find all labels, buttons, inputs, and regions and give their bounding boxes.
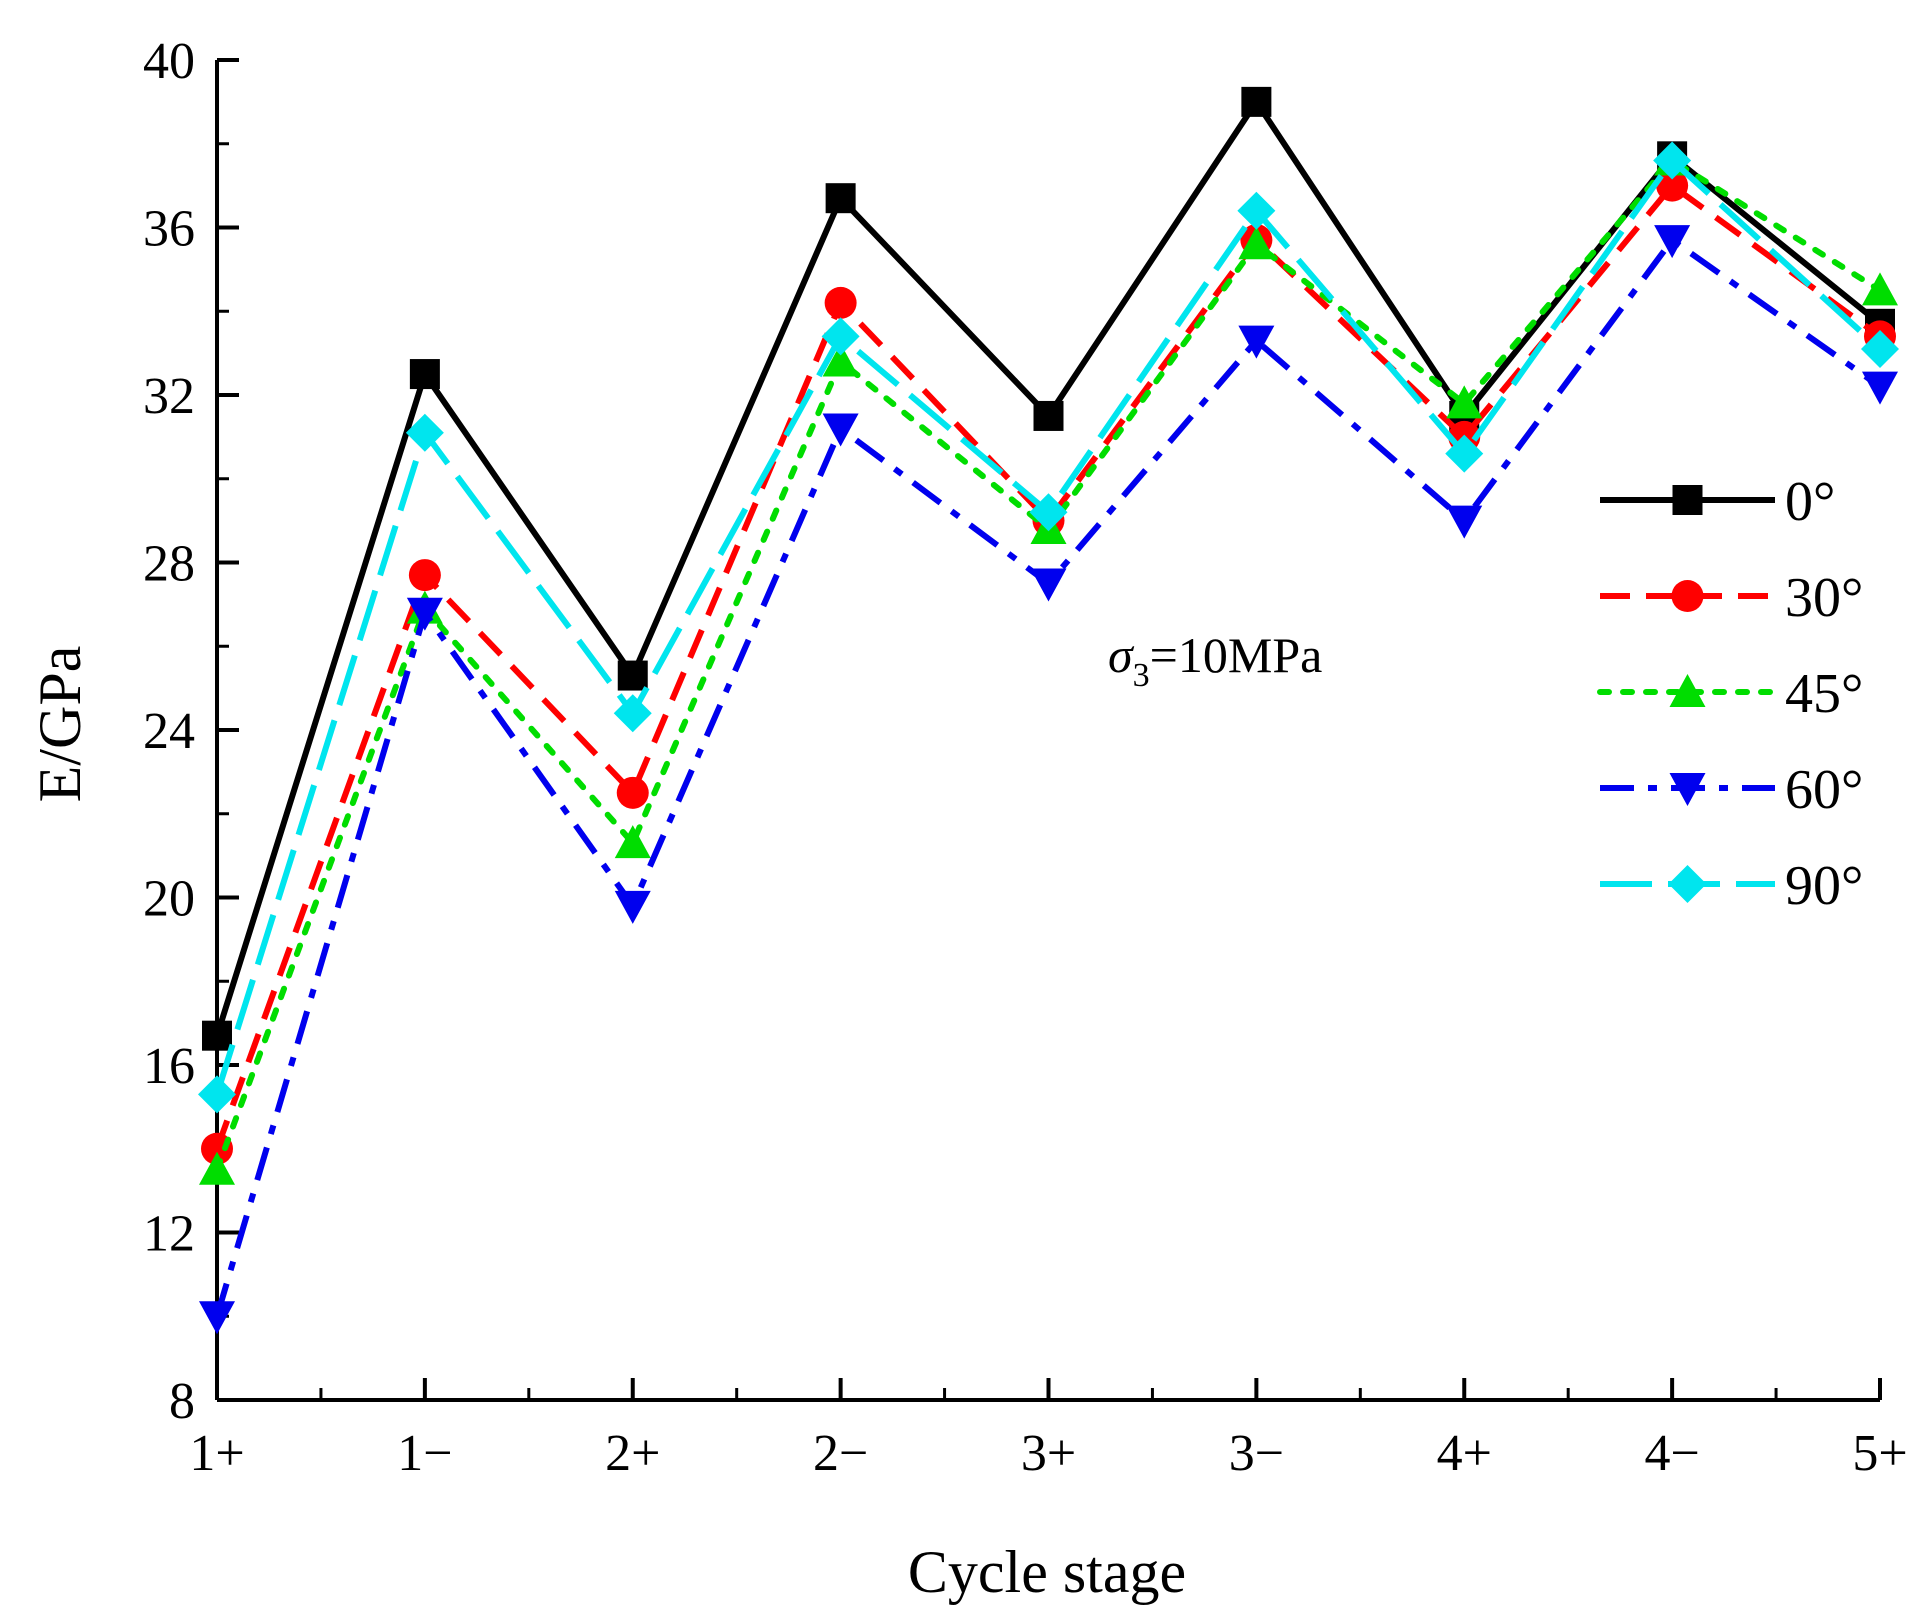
legend-item-3: 60° [1600,759,1863,821]
legend-label: 0° [1785,471,1835,533]
data-point [1446,385,1483,419]
series-3 [199,225,1898,1335]
data-point [1653,141,1692,180]
legend-marker [1669,773,1706,806]
legend-label: 30° [1785,567,1863,629]
data-point [614,890,651,924]
data-point [1862,272,1898,306]
data-point [199,1301,235,1335]
data-point [821,317,860,356]
x-axis-title: Cycle stage [908,1539,1186,1605]
y-tick-label: 16 [143,1038,195,1095]
data-point [1656,169,1689,202]
x-tick-label: 5+ [1852,1425,1907,1482]
data-point [822,343,859,377]
data-point [825,183,856,214]
legend-item-4: 90° [1600,855,1863,917]
data-point [1029,493,1068,532]
legend-label: 90° [1785,855,1863,917]
axes: 8 12 16 20 24 28 32 36 40 1+ 1− 2+ 2− 3+ 3− 4+ 4− 5+ [143,33,1908,1482]
data-point [1446,505,1483,539]
annotation-symbol: σ [1108,627,1135,683]
x-tick-label: 2+ [605,1425,660,1482]
x-tick-label: 4− [1644,1425,1699,1482]
data-point [1445,434,1484,473]
y-tick-label: 32 [143,368,195,425]
data-point [822,413,859,447]
x-tick-label: 4+ [1437,1425,1492,1482]
legend-marker [1668,865,1707,903]
data-point [824,286,857,319]
legend-item-1: 30° [1600,567,1863,629]
data-point [1237,191,1276,230]
data-point [202,1020,232,1051]
data-point [617,660,648,691]
legend-marker [1672,485,1703,515]
sigma-annotation: σ3=10MPa [1108,627,1322,694]
series-line [214,156,1883,1173]
legend-label: 45° [1785,663,1863,725]
data-point [1030,568,1067,602]
annotation-text: =10MPa [1150,627,1323,683]
data-point [613,694,652,733]
x-tick-label: 2− [813,1425,868,1482]
y-axis-title: E/GPa [27,646,93,803]
series-1 [201,169,1896,1165]
y-tick-label: 36 [143,201,195,258]
y-tick-label: 8 [169,1373,195,1430]
legend: 0° 30° 45° 60° 90° [1597,471,1863,917]
y-tick-label: 24 [143,703,195,760]
data-point [1654,225,1691,259]
legend-marker [1671,580,1704,612]
y-tick-label: 40 [143,33,195,90]
data-point [1241,86,1272,117]
series-4 [198,141,1899,1114]
series-line [214,156,1883,1096]
x-tick-label: 3+ [1021,1425,1076,1482]
data-point [405,413,444,452]
legend-label: 60° [1785,759,1863,821]
data-point [198,1075,236,1114]
data-point [199,1151,235,1185]
plot-area [198,86,1899,1335]
data-point [1238,226,1275,260]
series-2 [199,142,1898,1185]
data-point [616,776,649,809]
data-point [409,359,440,390]
data-point [1033,400,1064,431]
legend-item-0: 0° [1600,471,1835,533]
annotation-subscript: 3 [1133,657,1150,694]
y-tick-label: 28 [143,536,195,593]
data-point [614,825,651,859]
data-point [406,597,443,631]
x-tick-label: 3− [1229,1425,1284,1482]
y-tick-label: 12 [143,1206,195,1263]
data-point [1238,325,1275,359]
y-tick-label: 20 [143,871,195,928]
data-point [1861,329,1899,368]
data-point [1862,371,1898,405]
x-tick-label: 1− [397,1425,452,1482]
series-line [214,181,1882,1150]
legend-item-2: 45° [1597,663,1863,725]
legend-marker [1669,674,1706,707]
data-point [408,559,441,592]
x-tick-label: 1+ [189,1425,244,1482]
